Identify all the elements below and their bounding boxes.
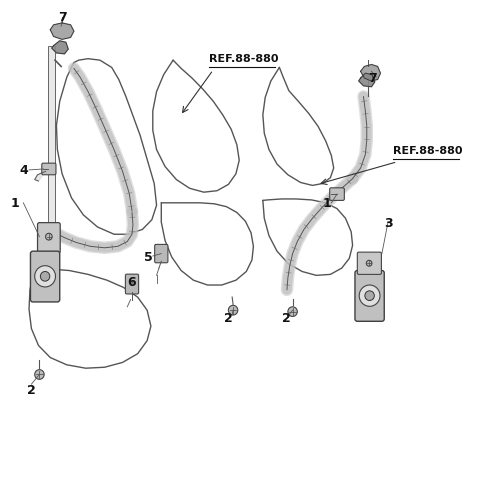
Circle shape: [35, 266, 56, 287]
FancyBboxPatch shape: [42, 164, 56, 175]
Circle shape: [40, 272, 50, 282]
FancyBboxPatch shape: [330, 188, 344, 201]
Polygon shape: [50, 24, 74, 40]
Text: 3: 3: [384, 216, 392, 229]
FancyBboxPatch shape: [30, 252, 60, 302]
Circle shape: [35, 370, 44, 379]
Text: 1: 1: [11, 197, 19, 210]
Text: REF.88-880: REF.88-880: [208, 54, 278, 63]
Circle shape: [365, 291, 374, 301]
Polygon shape: [359, 74, 375, 88]
Polygon shape: [48, 46, 55, 247]
FancyBboxPatch shape: [355, 271, 384, 322]
Text: 1: 1: [322, 197, 331, 210]
Text: 2: 2: [224, 312, 233, 325]
Text: 7: 7: [369, 72, 377, 84]
Circle shape: [228, 306, 238, 316]
Text: 7: 7: [58, 11, 66, 24]
FancyBboxPatch shape: [125, 274, 139, 294]
FancyBboxPatch shape: [357, 253, 382, 275]
Circle shape: [366, 261, 372, 267]
Circle shape: [359, 286, 380, 307]
Polygon shape: [360, 65, 381, 82]
Text: 5: 5: [144, 250, 153, 263]
Circle shape: [46, 234, 52, 241]
Circle shape: [288, 307, 297, 317]
Text: 2: 2: [282, 312, 291, 325]
FancyBboxPatch shape: [37, 223, 60, 254]
FancyBboxPatch shape: [155, 245, 168, 263]
Polygon shape: [52, 42, 68, 55]
Text: 2: 2: [27, 383, 36, 396]
Text: 6: 6: [128, 275, 136, 288]
Polygon shape: [35, 172, 46, 182]
Text: REF.88-880: REF.88-880: [393, 145, 462, 155]
Text: 4: 4: [20, 164, 29, 177]
